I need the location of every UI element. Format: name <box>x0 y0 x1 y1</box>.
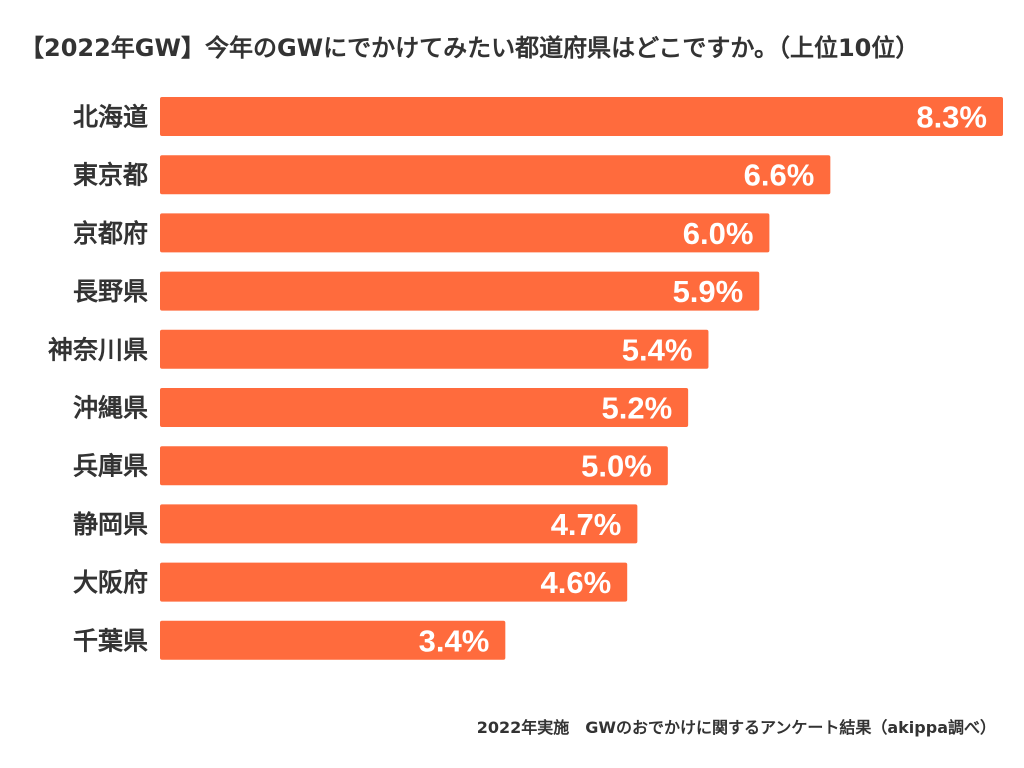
category-label: 長野県 <box>73 277 148 306</box>
chart-title: 【2022年GW】今年のGWにでかけてみたい都道府県はどこですか。（上位10位） <box>20 34 920 62</box>
value-label: 5.0% <box>581 449 652 484</box>
category-label: 静岡県 <box>73 510 148 539</box>
bar <box>160 155 831 195</box>
category-label: 北海道 <box>73 103 148 132</box>
bar <box>160 562 628 602</box>
bar <box>160 620 506 660</box>
value-label: 4.6% <box>541 565 612 600</box>
value-label: 5.9% <box>673 274 744 309</box>
value-label: 8.3% <box>916 100 987 135</box>
category-label: 東京都 <box>73 161 148 190</box>
bar <box>160 213 770 253</box>
bar <box>160 504 638 544</box>
bar <box>160 446 668 486</box>
category-label: 兵庫県 <box>73 452 148 481</box>
value-label: 6.0% <box>683 216 754 251</box>
category-label: 千葉県 <box>73 626 148 655</box>
category-label: 神奈川県 <box>48 335 148 364</box>
category-label: 京都府 <box>73 219 148 248</box>
value-label: 5.4% <box>622 332 693 367</box>
bar <box>160 388 689 427</box>
bar <box>160 271 760 311</box>
category-label: 大阪府 <box>73 568 148 597</box>
category-label: 沖縄県 <box>73 394 148 423</box>
bar <box>160 329 709 369</box>
value-label: 4.7% <box>551 507 622 542</box>
bar <box>160 97 1003 136</box>
source-note: 2022年実施 GWのおでかけに関するアンケート結果（akippa調べ） <box>476 718 996 737</box>
value-label: 6.6% <box>744 158 815 193</box>
bar-chart: 北海道 8.3% 東京都 6.6% 京都府 6.0% 長野県 5.9% 神奈川県 5.4% 沖縄県 5… <box>48 97 1003 660</box>
value-label: 5.2% <box>601 391 672 426</box>
value-label: 3.4% <box>419 623 490 658</box>
